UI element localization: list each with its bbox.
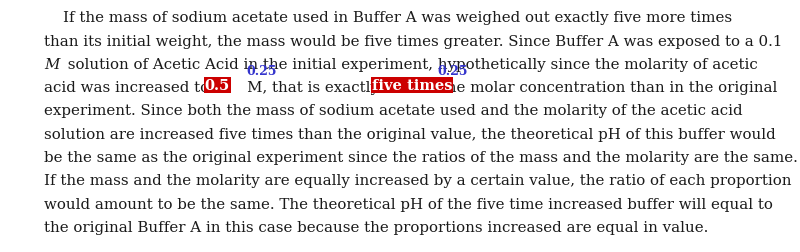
Text: 0.25: 0.25: [438, 65, 468, 78]
Text: acid was increased to        M, that is exactly             the molar concentrat: acid was increased to M, that is exactly…: [44, 81, 778, 95]
Text: 0.25: 0.25: [246, 65, 277, 78]
Text: solution are increased five times than the original value, the theoretical pH of: solution are increased five times than t…: [44, 127, 776, 141]
Text: experiment. Since both the mass of sodium acetate used and the molarity of the a: experiment. Since both the mass of sodiu…: [44, 104, 742, 118]
Text: would amount to be the same. The theoretical pH of the five time increased buffe: would amount to be the same. The theoret…: [44, 197, 773, 211]
Text: M: M: [44, 58, 59, 72]
Text: the original Buffer A in this case because the proportions increased are equal i: the original Buffer A in this case becau…: [44, 220, 708, 234]
Text: five times: five times: [372, 79, 453, 93]
Text: If the mass and the molarity are equally increased by a certain value, the ratio: If the mass and the molarity are equally…: [44, 174, 791, 187]
Text: than its initial weight, the mass would be five times greater. Since Buffer A wa: than its initial weight, the mass would …: [44, 35, 782, 48]
Text: solution of Acetic Acid in the initial experiment, hypothetically since the mola: solution of Acetic Acid in the initial e…: [63, 58, 758, 72]
Text: 0.5: 0.5: [205, 79, 230, 93]
Text: If the mass of sodium acetate used in Buffer A was weighed out exactly five more: If the mass of sodium acetate used in Bu…: [44, 11, 732, 25]
Text: be the same as the original experiment since the ratios of the mass and the mola: be the same as the original experiment s…: [44, 150, 798, 164]
